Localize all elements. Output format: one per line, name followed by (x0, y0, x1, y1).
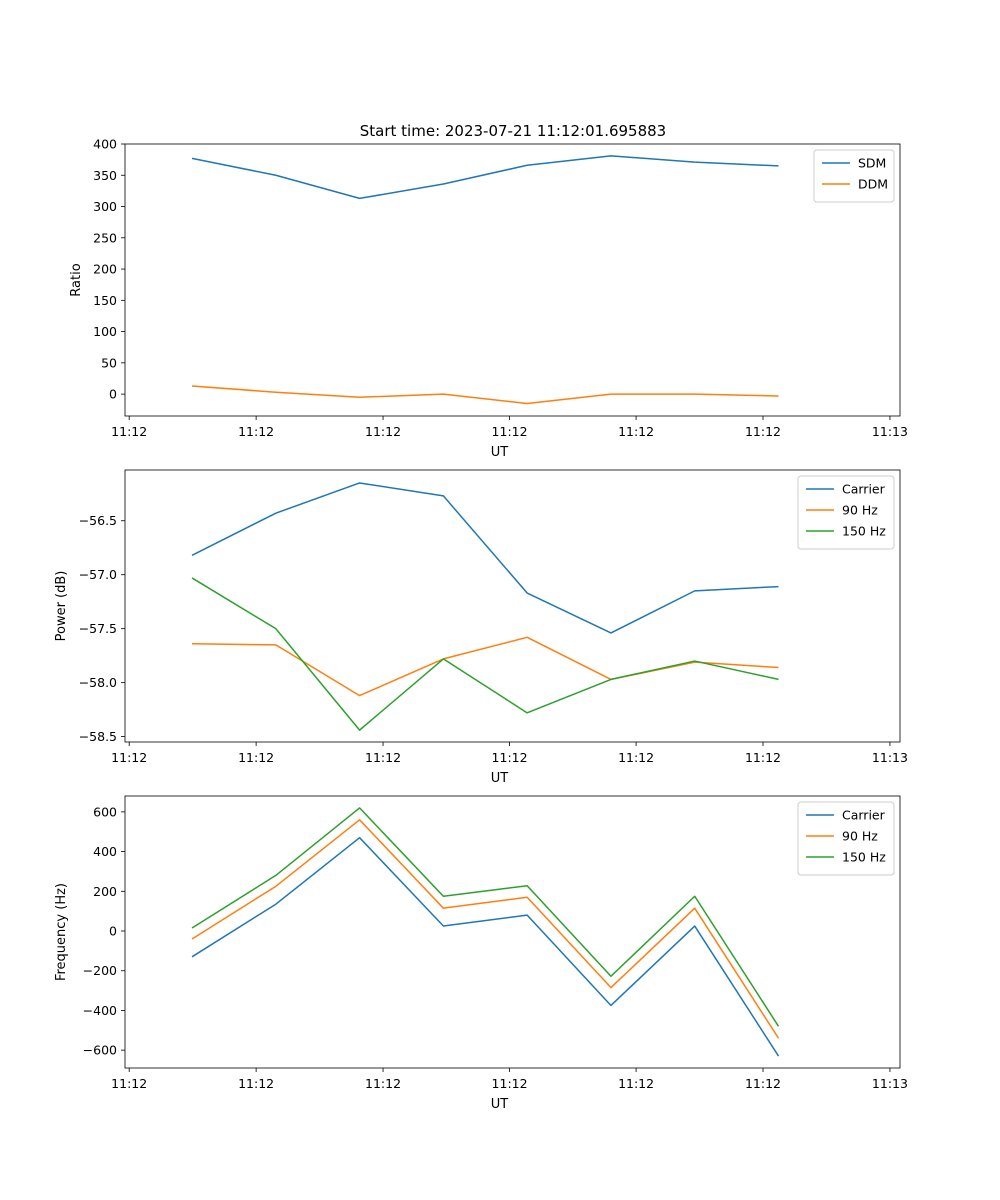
x-tick-label: 11:12 (492, 424, 528, 439)
y-tick-label: 100 (93, 324, 117, 339)
y-tick-label: −600 (83, 1043, 117, 1058)
series-line-150-hz (191, 577, 779, 731)
chart-panel-2: 11:12 11:12 11:12 11:12 11:12 11:12 11:13 −58.5… (54, 469, 908, 786)
axes-frame (124, 143, 901, 417)
x-tick-label: 11:13 (872, 424, 908, 439)
y-tick-label: −58.5 (79, 729, 117, 744)
x-tick-label: 11:12 (111, 1076, 147, 1091)
x-axis-label: UT (491, 771, 509, 786)
legend: Carrier 90 Hz 150 Hz (797, 475, 895, 550)
x-axis-label: UT (491, 1097, 509, 1112)
legend-label: Carrier (842, 808, 886, 823)
chart-panels: 11:12 11:12 11:12 11:12 11:12 11:12 11:13 0 50 10… (54, 137, 908, 1113)
x-tick-label: 11:12 (111, 424, 147, 439)
y-tick-label: 350 (93, 168, 117, 183)
series-line-90-hz (192, 636, 779, 697)
legend-label: SDM (858, 156, 886, 171)
series-line-sdm (191, 155, 779, 200)
y-tick-label: 150 (93, 293, 117, 308)
x-tick-label: 11:12 (618, 424, 654, 439)
legend-label: 90 Hz (842, 829, 878, 844)
x-tick-label: 11:12 (238, 750, 274, 765)
y-tick-label: 250 (93, 230, 117, 245)
y-tick-label: −57.0 (79, 567, 117, 582)
legend-label: 150 Hz (842, 524, 886, 539)
series-line-ddm (191, 385, 779, 405)
y-tick-label: 300 (93, 199, 117, 214)
figure-title: Start time: 2023-07-21 11:12:01.695883 (360, 122, 666, 140)
x-tick-label: 11:12 (365, 750, 401, 765)
y-tick-label: −400 (83, 1003, 117, 1018)
legend-label: DDM (858, 177, 888, 192)
x-tick-label: 11:12 (492, 1076, 528, 1091)
chart-panel-3: 11:12 11:12 11:12 11:12 11:12 11:12 11:13 −600 −… (54, 795, 908, 1112)
x-tick-label: 11:12 (238, 1076, 274, 1091)
legend-label: 90 Hz (842, 503, 878, 518)
y-axis-label: Ratio (69, 263, 84, 296)
series-line-carrier (191, 836, 780, 1057)
legend: Carrier 90 Hz 150 Hz (797, 801, 895, 876)
x-tick-label: 11:12 (618, 750, 654, 765)
legend-label: 150 Hz (842, 850, 886, 865)
axes-frame (124, 795, 901, 1069)
y-axis-label: Power (dB) (54, 571, 69, 642)
x-tick-label: 11:12 (618, 1076, 654, 1091)
x-tick-label: 11:12 (492, 750, 528, 765)
legend-label: Carrier (842, 482, 886, 497)
series-line-150-hz (191, 807, 780, 1027)
y-tick-label: 0 (109, 924, 117, 939)
y-tick-label: 400 (93, 844, 117, 859)
x-tick-label: 11:12 (365, 424, 401, 439)
y-tick-label: 0 (109, 387, 117, 402)
x-tick-label: 11:12 (111, 750, 147, 765)
axes-frame (124, 469, 901, 743)
y-tick-label: 200 (93, 884, 117, 899)
x-tick-label: 11:12 (745, 424, 781, 439)
y-tick-label: 600 (93, 804, 117, 819)
y-tick-label: −57.5 (79, 621, 117, 636)
x-tick-label: 11:13 (872, 750, 908, 765)
y-tick-label: 50 (101, 355, 117, 370)
y-tick-label: 400 (93, 137, 117, 152)
series-line-90-hz (191, 819, 780, 1039)
legend: SDM DDM (813, 149, 895, 203)
x-tick-label: 11:13 (872, 1076, 908, 1091)
x-tick-label: 11:12 (745, 1076, 781, 1091)
y-axis-label: Frequency (Hz) (54, 883, 69, 981)
x-tick-label: 11:12 (745, 750, 781, 765)
y-tick-label: −56.5 (79, 513, 117, 528)
series-line-carrier (191, 482, 779, 634)
chart-panel-1: 11:12 11:12 11:12 11:12 11:12 11:12 11:13 0 50 10… (69, 137, 908, 461)
x-axis-label: UT (491, 445, 509, 460)
y-tick-label: −58.0 (79, 675, 117, 690)
y-tick-label: 200 (93, 262, 117, 277)
x-tick-label: 11:12 (238, 424, 274, 439)
y-tick-label: −200 (83, 963, 117, 978)
x-tick-label: 11:12 (365, 1076, 401, 1091)
